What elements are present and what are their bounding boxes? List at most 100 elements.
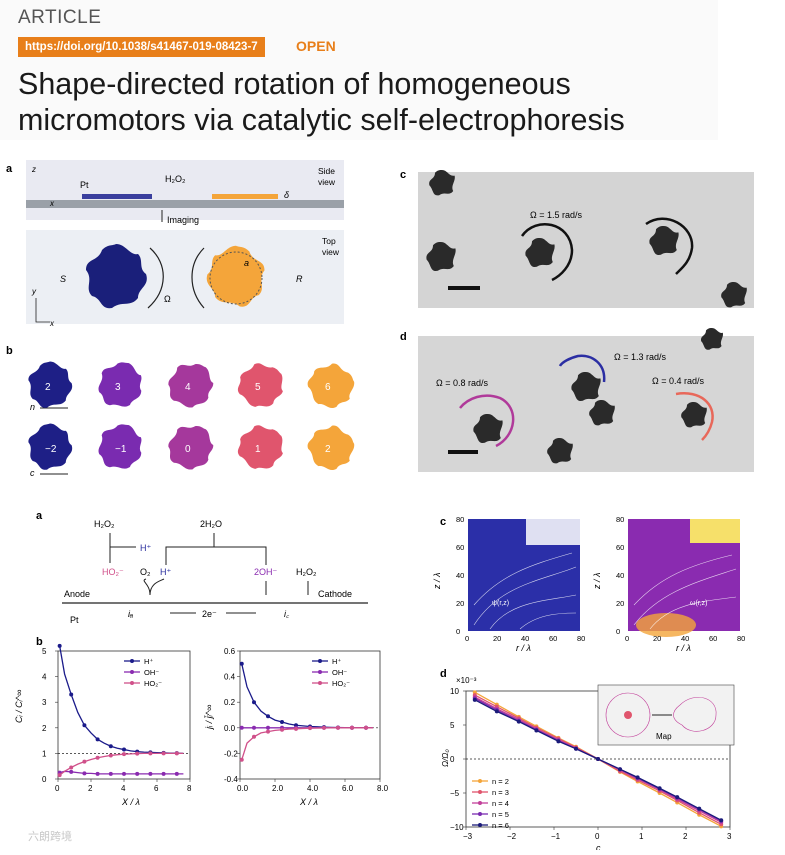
y-tick-label: 1 <box>42 749 47 758</box>
legend-marker <box>478 790 482 794</box>
legend-marker <box>318 659 322 663</box>
x-tick-label: 40 <box>681 634 689 643</box>
y-tick-label: −10 <box>450 823 464 832</box>
data-point <box>322 725 326 730</box>
scale-bar <box>448 450 478 454</box>
x-tick-label: −2 <box>507 832 517 841</box>
y-tick-label: 20 <box>616 599 624 608</box>
inset <box>526 519 580 545</box>
y-tick-label: 60 <box>616 543 624 552</box>
data-point <box>122 747 126 752</box>
x-tick-label: 0 <box>55 784 60 793</box>
legend-marker <box>478 779 482 783</box>
y-tick-label: 40 <box>456 571 464 580</box>
legend-label: HO₂⁻ <box>332 679 350 688</box>
inset-center <box>624 711 632 719</box>
x-axis-label-right: X / λ <box>299 797 318 807</box>
data-point <box>148 751 153 756</box>
fig1-panel-b: b n c 2 3 4 5 6 −2 −1 0 1 2 <box>6 345 358 479</box>
legend-label: H⁺ <box>144 657 153 666</box>
plot-frame <box>239 650 381 780</box>
panel-letter: b <box>6 345 13 357</box>
y-tick-label: 0.4 <box>224 673 236 682</box>
x-tick-label: 3 <box>727 832 732 841</box>
shape-label: 5 <box>255 382 261 393</box>
legend-marker <box>318 670 322 674</box>
legend-label: n = 5 <box>492 810 509 819</box>
data-point <box>657 786 662 791</box>
fig1-panel-d: d Ω = 0.8 rad/s Ω = 1.3 rad/s Ω = 0.4 ra… <box>400 328 754 472</box>
rotation-arrow-left <box>459 394 515 448</box>
y-tick-label: 40 <box>616 571 624 580</box>
title-line-1: Shape-directed rotation of homogeneous <box>18 67 571 101</box>
data-point <box>252 734 256 739</box>
axes-top <box>35 298 50 323</box>
data-point <box>82 771 87 776</box>
data-point <box>69 692 74 697</box>
y-tick-label: 3 <box>42 698 47 707</box>
fig1-panel-a: a Pt H₂O₂ Side view δ Imaging z x Top vi… <box>6 160 344 328</box>
legend-label: n = 3 <box>492 788 509 797</box>
map-label: Map <box>656 732 672 741</box>
omega-c-label: Ω = 1.5 rad/s <box>530 210 583 220</box>
data-point <box>174 771 179 776</box>
cathode-current: i꜀ <box>284 609 290 619</box>
delta-label: δ <box>284 190 290 200</box>
x-tick-label: 0 <box>625 634 629 643</box>
c-axis-label: c <box>30 468 35 478</box>
concentration-plot: 0 2 4 6 8 0 1 2 3 4 5 H⁺ OH⁻ HO₂⁻ <box>42 643 192 793</box>
data-point <box>122 771 126 776</box>
shape-label: −1 <box>115 444 127 455</box>
data-point <box>596 757 600 761</box>
x-tick-label: 0 <box>465 634 469 643</box>
legend-label: H⁺ <box>332 657 341 666</box>
open-access-badge: OPEN <box>296 38 336 54</box>
panel-letter: a <box>6 163 13 175</box>
article-type-label: ARTICLE <box>18 7 102 28</box>
c-axis-label: c <box>596 843 601 850</box>
species-h2o2-left: H₂O₂ <box>94 519 115 529</box>
pt-bar-side <box>82 194 152 199</box>
data-point <box>95 755 100 760</box>
x-tick-label: 40 <box>521 634 529 643</box>
x-tick-label: 8.0 <box>377 784 389 793</box>
data-point <box>135 751 140 756</box>
micromotor-shape <box>92 355 150 415</box>
shape-label: 0 <box>185 444 191 455</box>
shape-label: 2 <box>45 382 51 393</box>
data-point <box>308 726 312 731</box>
x-tick-label: 0.0 <box>237 784 249 793</box>
doi-link[interactable]: https://doi.org/10.1038/s41467-019-08423… <box>18 37 265 57</box>
panel-letter: d <box>400 331 407 343</box>
data-point <box>294 726 298 731</box>
pt-label: Pt <box>80 180 89 190</box>
x-tick-label: 20 <box>493 634 501 643</box>
species-h-plus-top: H⁺ <box>140 543 151 553</box>
legend-label: HO₂⁻ <box>144 679 162 688</box>
data-point <box>364 725 368 730</box>
substrate <box>26 200 344 208</box>
x-tick-label: 60 <box>549 634 557 643</box>
inset-disk <box>605 692 651 738</box>
figure-2: a H₂O₂ H⁺ 2H₂O HO₂⁻ O₂ H⁺ 2OH⁻ H₂O₂ Anod… <box>14 510 745 850</box>
y-tick-label: 0.0 <box>224 724 236 733</box>
rotation-arrow <box>645 217 694 275</box>
micromotor-shape <box>159 353 223 417</box>
side-view-box <box>26 160 344 220</box>
y-tick-label: -0.4 <box>224 775 238 784</box>
data-point <box>239 725 244 730</box>
h2o2-label: H₂O₂ <box>165 174 186 184</box>
data-point <box>266 725 270 730</box>
y-axis-label: Cᵢ / Cᵢ^∞ <box>14 690 24 723</box>
omega-d-center: Ω = 1.3 rad/s <box>614 352 667 362</box>
r-label: R <box>296 274 303 284</box>
species-o2: O₂ <box>140 567 151 577</box>
y-tick-label: 4 <box>42 673 47 682</box>
shape-label: −2 <box>45 444 57 455</box>
data-point <box>252 725 256 730</box>
shape-label: 6 <box>325 382 331 393</box>
micromotor-shape <box>230 417 293 479</box>
series-line <box>241 663 373 729</box>
